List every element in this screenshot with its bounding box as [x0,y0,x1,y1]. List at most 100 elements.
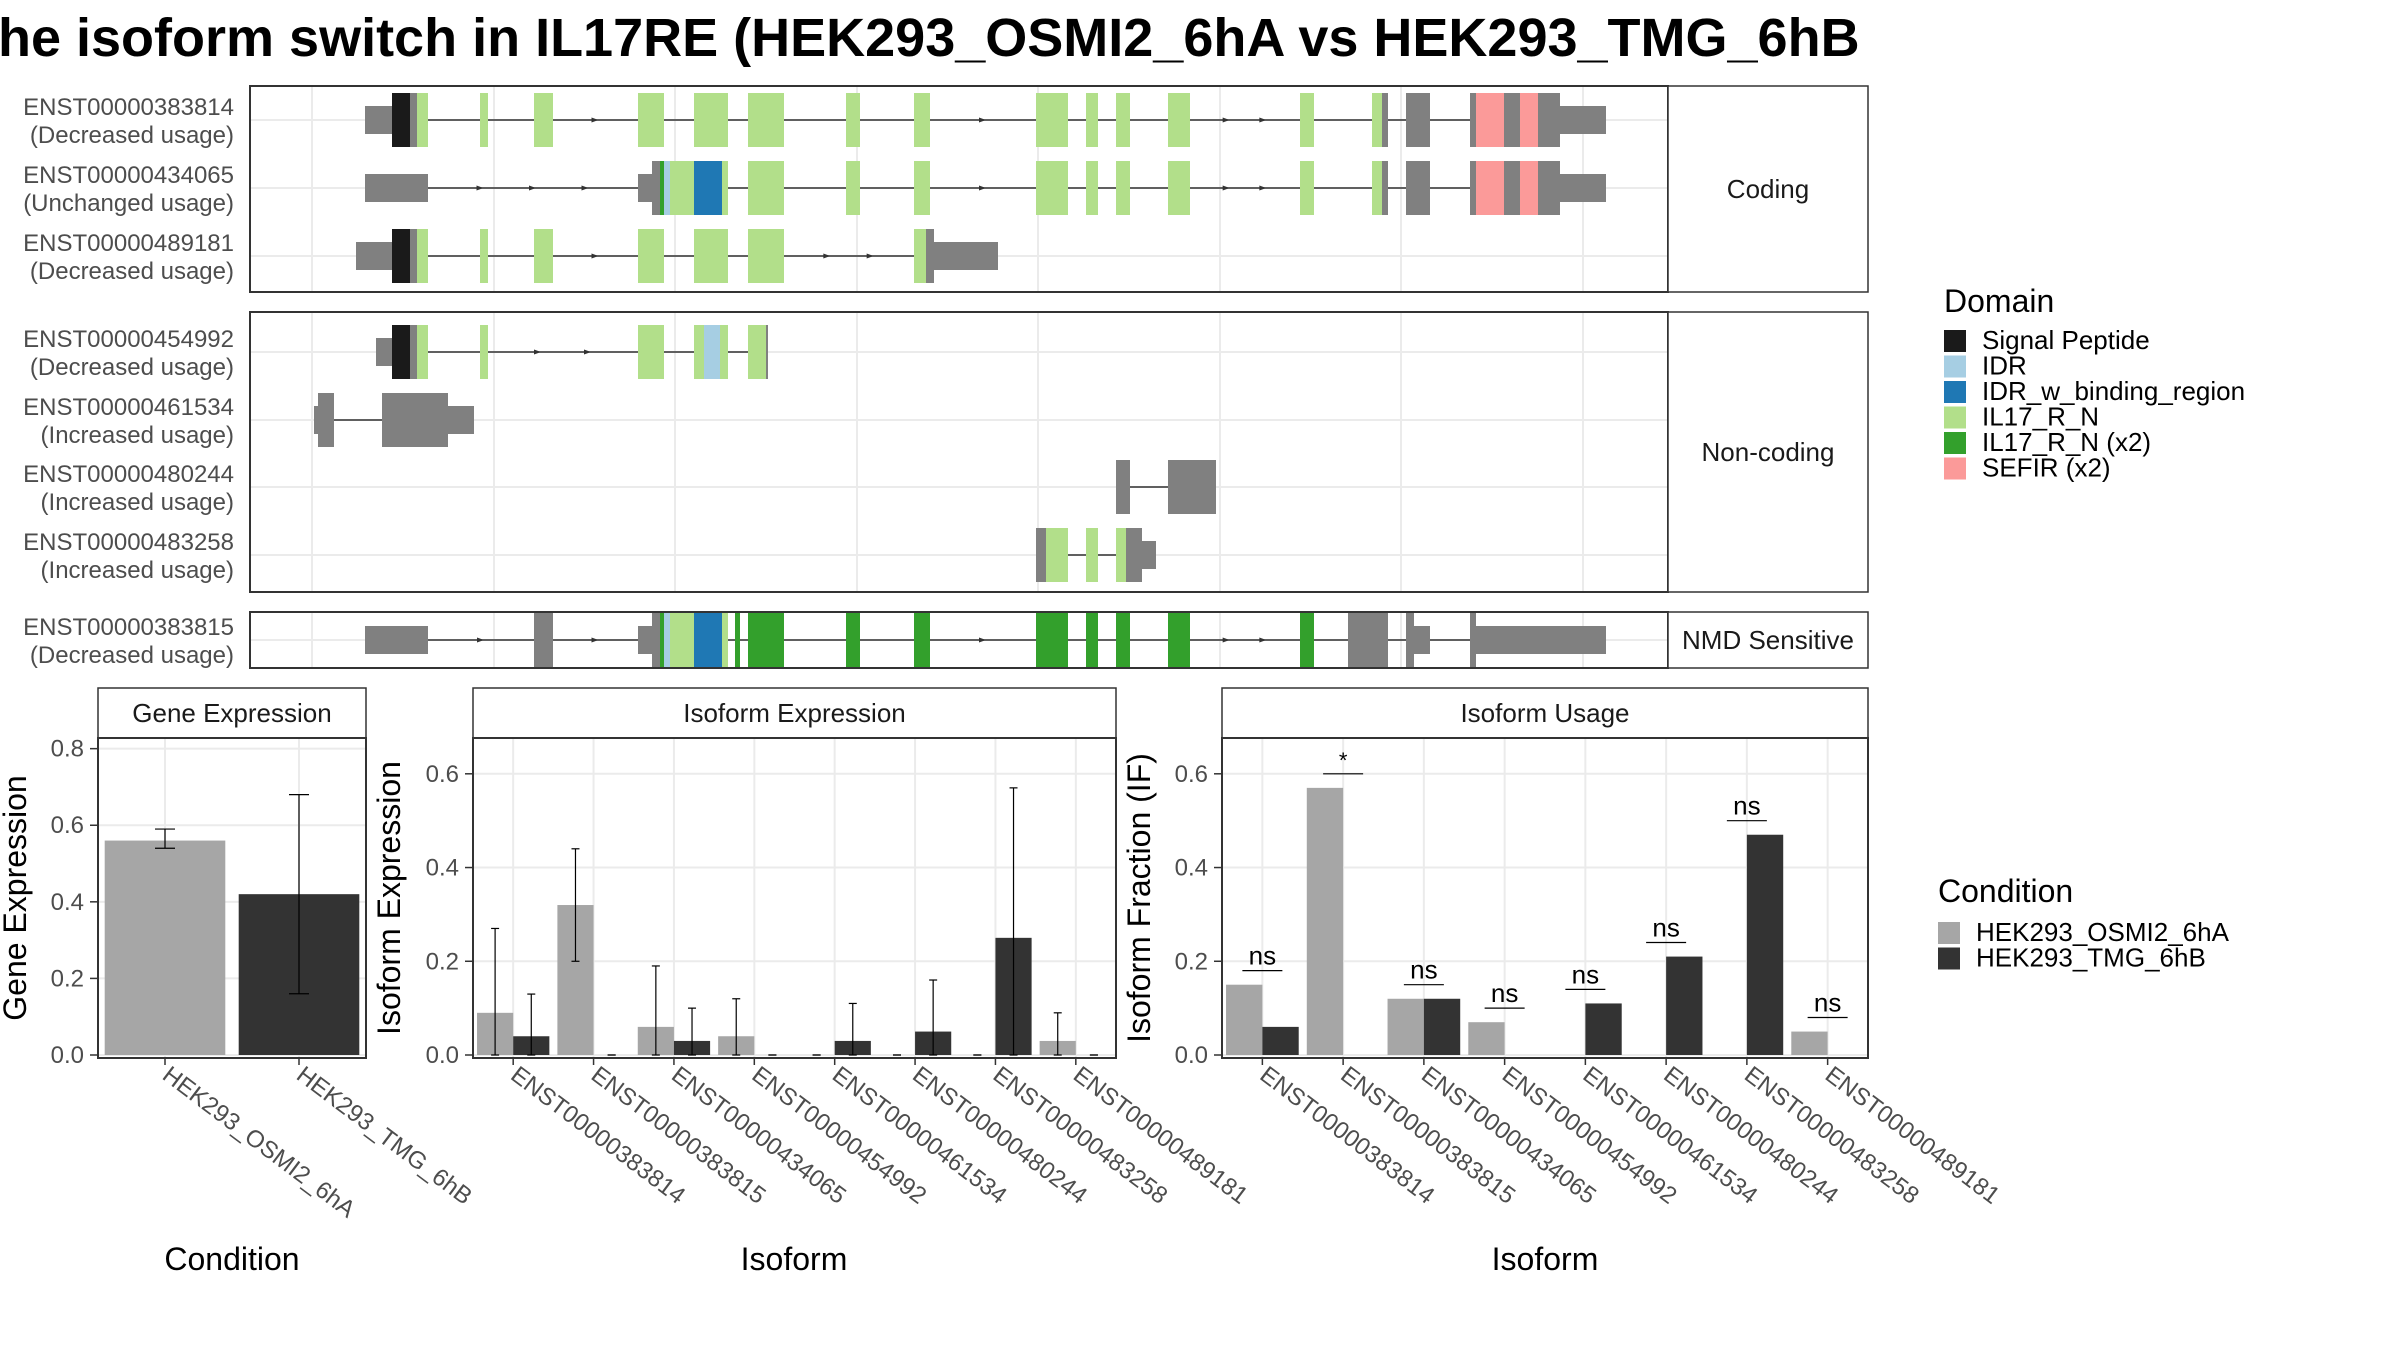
exon-block [1560,106,1606,134]
exon-block [448,406,474,434]
condition-legend-key [1938,947,1960,970]
significance-label: * [1339,748,1348,773]
transcript-id-label: ENST00000489181 [23,230,234,257]
transcript-ENST00000483258 [1036,528,1156,582]
exon-block [1116,613,1130,667]
exon-block [1538,161,1560,215]
exon-block [914,613,930,667]
exon-block [1476,93,1504,147]
plot-border [97,737,367,1059]
transcript-id-label: ENST00000454992 [23,326,234,353]
domain-legend-key [1944,406,1966,429]
transcript-panel: ENST00000383815(Decreased usage) NMD Sens… [23,611,1869,669]
domain-legend-title: Domain [1944,283,2054,319]
y-tick-label: 0.4 [426,855,459,882]
exon-block [1504,161,1520,215]
exon-block [1116,161,1130,215]
panel-background [250,312,1668,592]
transcript-usage-label: (Decreased usage) [30,354,234,381]
chart-strip [472,687,1117,739]
exon-block [480,229,488,283]
exon-block [638,93,664,147]
strand-arrow [477,637,484,643]
legends: Domain Signal PeptideIDRIDR_w_binding_reg… [1938,283,2245,973]
strand-arrow [1259,637,1267,643]
exon-block [392,325,410,379]
strand-arrow [866,253,874,259]
bar [1746,834,1784,1055]
exon-block [1476,161,1504,215]
y-axis-title: Gene Expression [0,775,33,1020]
exon-block [748,93,784,147]
y-tick-label: 0.8 [51,736,84,763]
strand-arrow [823,253,831,259]
domain-legend-label: SEFIR (x2) [1982,453,2111,483]
exon-block [1036,93,1068,147]
strand-arrow [591,253,599,259]
exon-block [410,93,417,147]
exon-block [534,613,553,667]
bar-charts: Gene Expression0.00.20.40.60.8HEK293_OSM… [0,687,2005,1277]
exon-block [1470,93,1476,147]
bar [1666,956,1703,1055]
exon-block [1348,613,1388,667]
exon-block [410,325,417,379]
condition-legend-key [1938,922,1960,944]
exon-block [638,229,664,283]
exon-block [1168,93,1190,147]
y-tick-label: 0.6 [426,761,459,788]
transcript-ENST00000434065 [365,161,1606,215]
exon-block [670,161,694,215]
exon-block [417,229,428,283]
domain-legend-label: IL17_R_N [1982,402,2099,432]
transcript-usage-label: (Decreased usage) [30,122,234,149]
panel-strip-label: Non-coding [1702,437,1835,467]
exon-block [1372,161,1382,215]
transcript-usage-label: (Unchanged usage) [23,190,234,217]
exon-block [318,393,334,447]
exon-block [694,93,728,147]
exon-block [694,325,704,379]
exon-block [417,325,428,379]
exon-block [1036,613,1068,667]
bar [1262,1026,1299,1055]
exon-block [722,161,728,215]
transcript-ENST00000461534 [314,393,474,447]
panel-strip-label: Coding [1727,174,1809,204]
chart-strip-label: Isoform Usage [1460,698,1629,728]
exon-block [1382,161,1388,215]
exon-block [417,93,428,147]
exon-block [1470,613,1476,667]
exon-block [766,325,768,379]
exon-block [392,229,410,283]
exon-block [1168,613,1190,667]
transcript-usage-label: (Increased usage) [41,557,234,584]
strand-arrow [1222,117,1230,123]
exon-block [914,161,930,215]
exon-block [934,242,998,270]
exon-block [1406,613,1414,667]
exon-block [1086,93,1098,147]
exon-block [1036,161,1068,215]
exon-block [365,106,392,134]
exon-block [1086,161,1098,215]
panel-strip [1667,85,1869,293]
exon-block [365,174,428,202]
exon-block [846,161,860,215]
exon-block [1372,93,1382,147]
exon-block [356,242,392,270]
exon-block [1538,93,1560,147]
bar [1387,998,1424,1055]
exon-block [748,325,766,379]
strand-arrow [979,117,986,123]
bar [104,840,226,1055]
exon-block [846,93,860,147]
exon-block [846,613,860,667]
exon-block [722,613,728,667]
y-tick-label: 0.4 [51,889,84,916]
domain-legend-label: IL17_R_N (x2) [1982,427,2151,457]
x-axis-title: Isoform [741,1241,848,1277]
chart-strip [1221,687,1869,739]
exon-block [660,161,664,215]
